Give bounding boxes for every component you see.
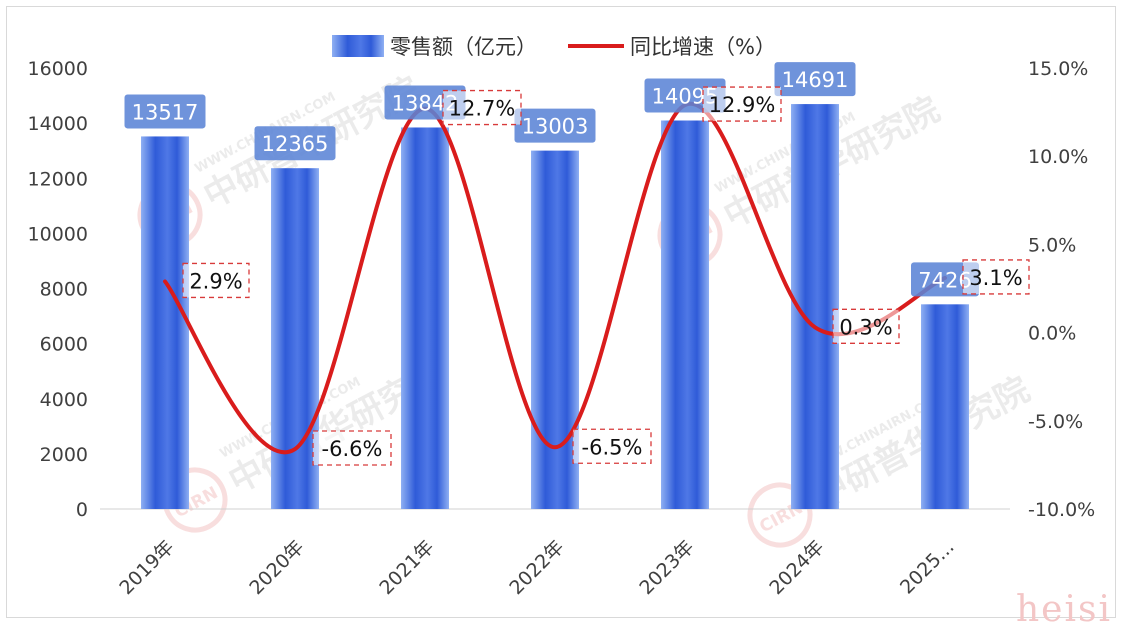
- growth-line: [163, 101, 947, 455]
- y-left-tick-label: 8000: [40, 279, 88, 301]
- bar: [531, 150, 579, 510]
- line-label-box: [442, 89, 522, 126]
- line-label-box: [962, 259, 1030, 295]
- bar-label-box: [514, 108, 596, 143]
- line-value-label: -6.6%: [322, 437, 383, 461]
- line-value-label: -6.5%: [582, 435, 643, 459]
- line-value-label: 12.7%: [449, 97, 516, 121]
- watermark-stamp: CIRN中研普华研究院WWW.CHINAIRN.COM: [747, 369, 1036, 548]
- bar-label-box: [774, 62, 856, 97]
- y-right-tick-label: -10.0%: [1028, 499, 1095, 521]
- x-category-label: 2023年: [635, 536, 698, 599]
- line-value-label: 0.3%: [839, 315, 892, 339]
- line-value-label: 3.1%: [969, 266, 1022, 290]
- y-left-tick-label: 16000: [28, 58, 88, 80]
- line-label-box: [572, 428, 652, 464]
- y-left-tick-label: 0: [76, 499, 88, 521]
- x-category-label: 2020年: [245, 536, 308, 599]
- y-right-tick-label: 0.0%: [1028, 323, 1076, 345]
- line-label-box: [182, 262, 250, 299]
- x-category-label: 2019年: [115, 536, 178, 599]
- bar-value-label: 12365: [262, 132, 329, 156]
- y-left-tick-label: 6000: [40, 334, 88, 356]
- line-value-label: 12.9%: [709, 93, 776, 117]
- line-label-box: [702, 86, 782, 122]
- bar: [401, 127, 449, 510]
- footer-watermark: heisi: [1016, 589, 1112, 630]
- bar-value-label: 13003: [522, 115, 589, 139]
- y-left-tick-label: 14000: [28, 113, 88, 135]
- y-left-tick-label: 10000: [28, 223, 88, 245]
- bar-value-label: 13517: [132, 100, 199, 124]
- bar-label-box: [124, 94, 206, 129]
- x-category-label: 2022年: [505, 536, 568, 599]
- line-label-box: [832, 308, 900, 344]
- x-category-label: 2021年: [375, 536, 438, 599]
- x-category-label: 2025...: [896, 536, 959, 599]
- bar-label-box: [254, 126, 336, 161]
- legend-bar-swatch: [332, 35, 384, 57]
- legend-bar-label: 零售额（亿元）: [390, 35, 537, 59]
- bar: [271, 168, 319, 509]
- y-right-tick-label: 10.0%: [1028, 146, 1088, 168]
- y-left-tick-label: 2000: [40, 444, 88, 466]
- y-left-tick-label: 12000: [28, 168, 88, 190]
- line-value-label: 2.9%: [189, 269, 242, 293]
- bar: [661, 120, 709, 509]
- y-left-tick-label: 4000: [40, 389, 88, 411]
- y-right-tick-label: 5.0%: [1028, 234, 1076, 256]
- bar-label-box: [911, 262, 979, 297]
- y-right-tick-label: -5.0%: [1028, 411, 1083, 433]
- bar: [141, 136, 189, 509]
- bar-value-label: 14691: [782, 68, 849, 92]
- bar: [921, 304, 969, 509]
- chart-frame: [6, 6, 1116, 618]
- legend-line-label: 同比增速（%）: [630, 35, 776, 59]
- y-right-tick-label: 15.0%: [1028, 58, 1088, 80]
- line-label-box: [312, 430, 392, 466]
